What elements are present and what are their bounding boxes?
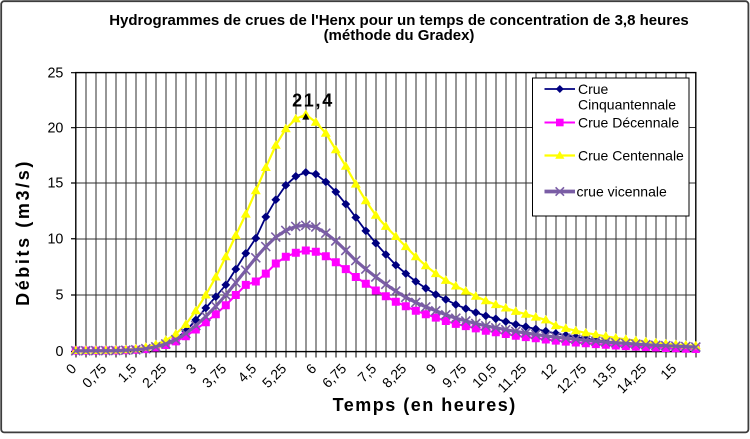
- svg-text:Crue: Crue: [578, 81, 609, 97]
- svg-text:Débits (m3/s): Débits (m3/s): [13, 159, 33, 306]
- svg-text:crue vicennale: crue vicennale: [577, 183, 667, 199]
- svg-text:Temps (en heures): Temps (en heures): [333, 395, 517, 415]
- svg-text:25: 25: [47, 65, 63, 81]
- svg-text:Crue Centennale: Crue Centennale: [578, 147, 684, 163]
- svg-text:(méthode du Gradex): (méthode du Gradex): [324, 27, 475, 44]
- svg-text:20: 20: [47, 120, 63, 136]
- svg-text:Crue Décennale: Crue Décennale: [578, 114, 679, 130]
- svg-text:5: 5: [55, 288, 63, 304]
- svg-text:15: 15: [47, 176, 63, 192]
- svg-text:10: 10: [47, 231, 63, 247]
- svg-text:0: 0: [55, 344, 63, 360]
- svg-text:21,4: 21,4: [292, 91, 334, 111]
- svg-text:Hydrogrammes de crues de l'Hen: Hydrogrammes de crues de l'Henx pour un …: [109, 12, 689, 29]
- svg-text:Cinquantennale: Cinquantennale: [578, 96, 676, 112]
